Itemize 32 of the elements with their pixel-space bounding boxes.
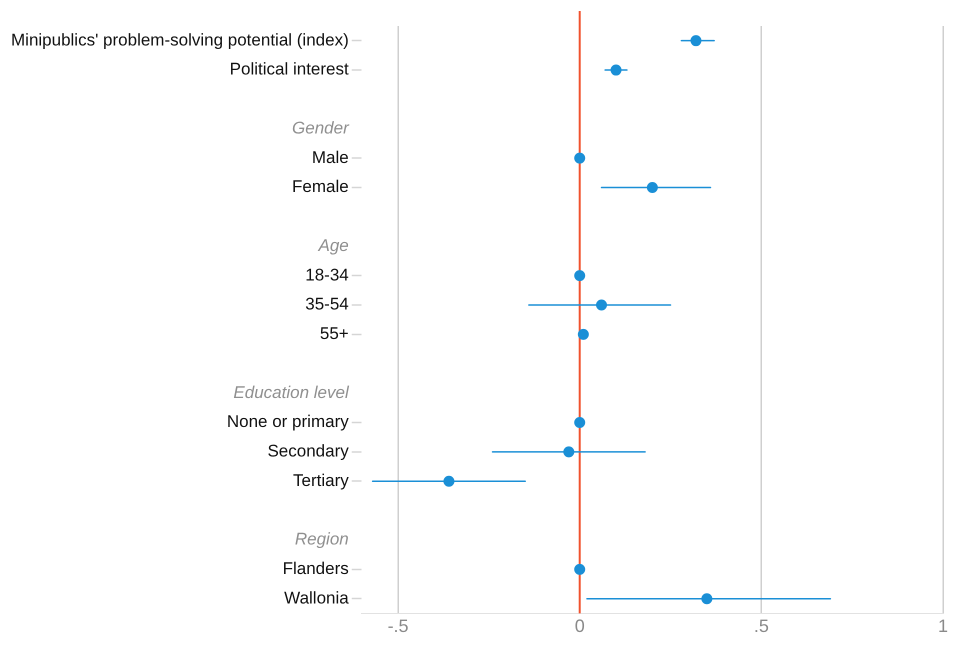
y-tick-label: Education level	[233, 382, 350, 402]
y-tick-label: Flanders	[282, 559, 349, 578]
y-tick-label: None or primary	[226, 412, 350, 432]
y-tick-label: 35-54	[305, 294, 349, 314]
y-tick-label: Secondary	[267, 442, 350, 461]
point	[574, 564, 586, 575]
x-tick-label: .5	[754, 616, 769, 636]
point	[701, 593, 712, 604]
x-tick-label: -.5	[388, 616, 409, 636]
point	[563, 446, 574, 458]
y-tick-label: Political interest	[230, 60, 349, 79]
y-tick-label: Minipublics' problem-solving potential (index)	[11, 30, 349, 50]
point	[574, 270, 586, 282]
y-tick-label: Tertiary	[293, 470, 350, 490]
point	[646, 182, 658, 194]
point	[610, 64, 622, 76]
x-tick-label: 0	[574, 616, 585, 636]
point	[690, 35, 702, 46]
point	[596, 300, 608, 311]
y-tick-label: Gender	[292, 118, 350, 138]
y-tick-label: Female	[292, 177, 349, 196]
point	[443, 476, 454, 487]
y-tick-label: 18-34	[305, 265, 349, 284]
y-tick-label: Age	[317, 236, 349, 256]
point	[574, 152, 586, 164]
y-tick-label: Male	[312, 148, 349, 167]
y-tick-label: 55+	[320, 324, 349, 344]
point	[578, 328, 589, 340]
x-tick-label: 1	[938, 616, 948, 636]
y-tick-label: Wallonia	[284, 588, 350, 608]
point	[574, 416, 586, 428]
y-tick-label: Region	[294, 530, 349, 549]
